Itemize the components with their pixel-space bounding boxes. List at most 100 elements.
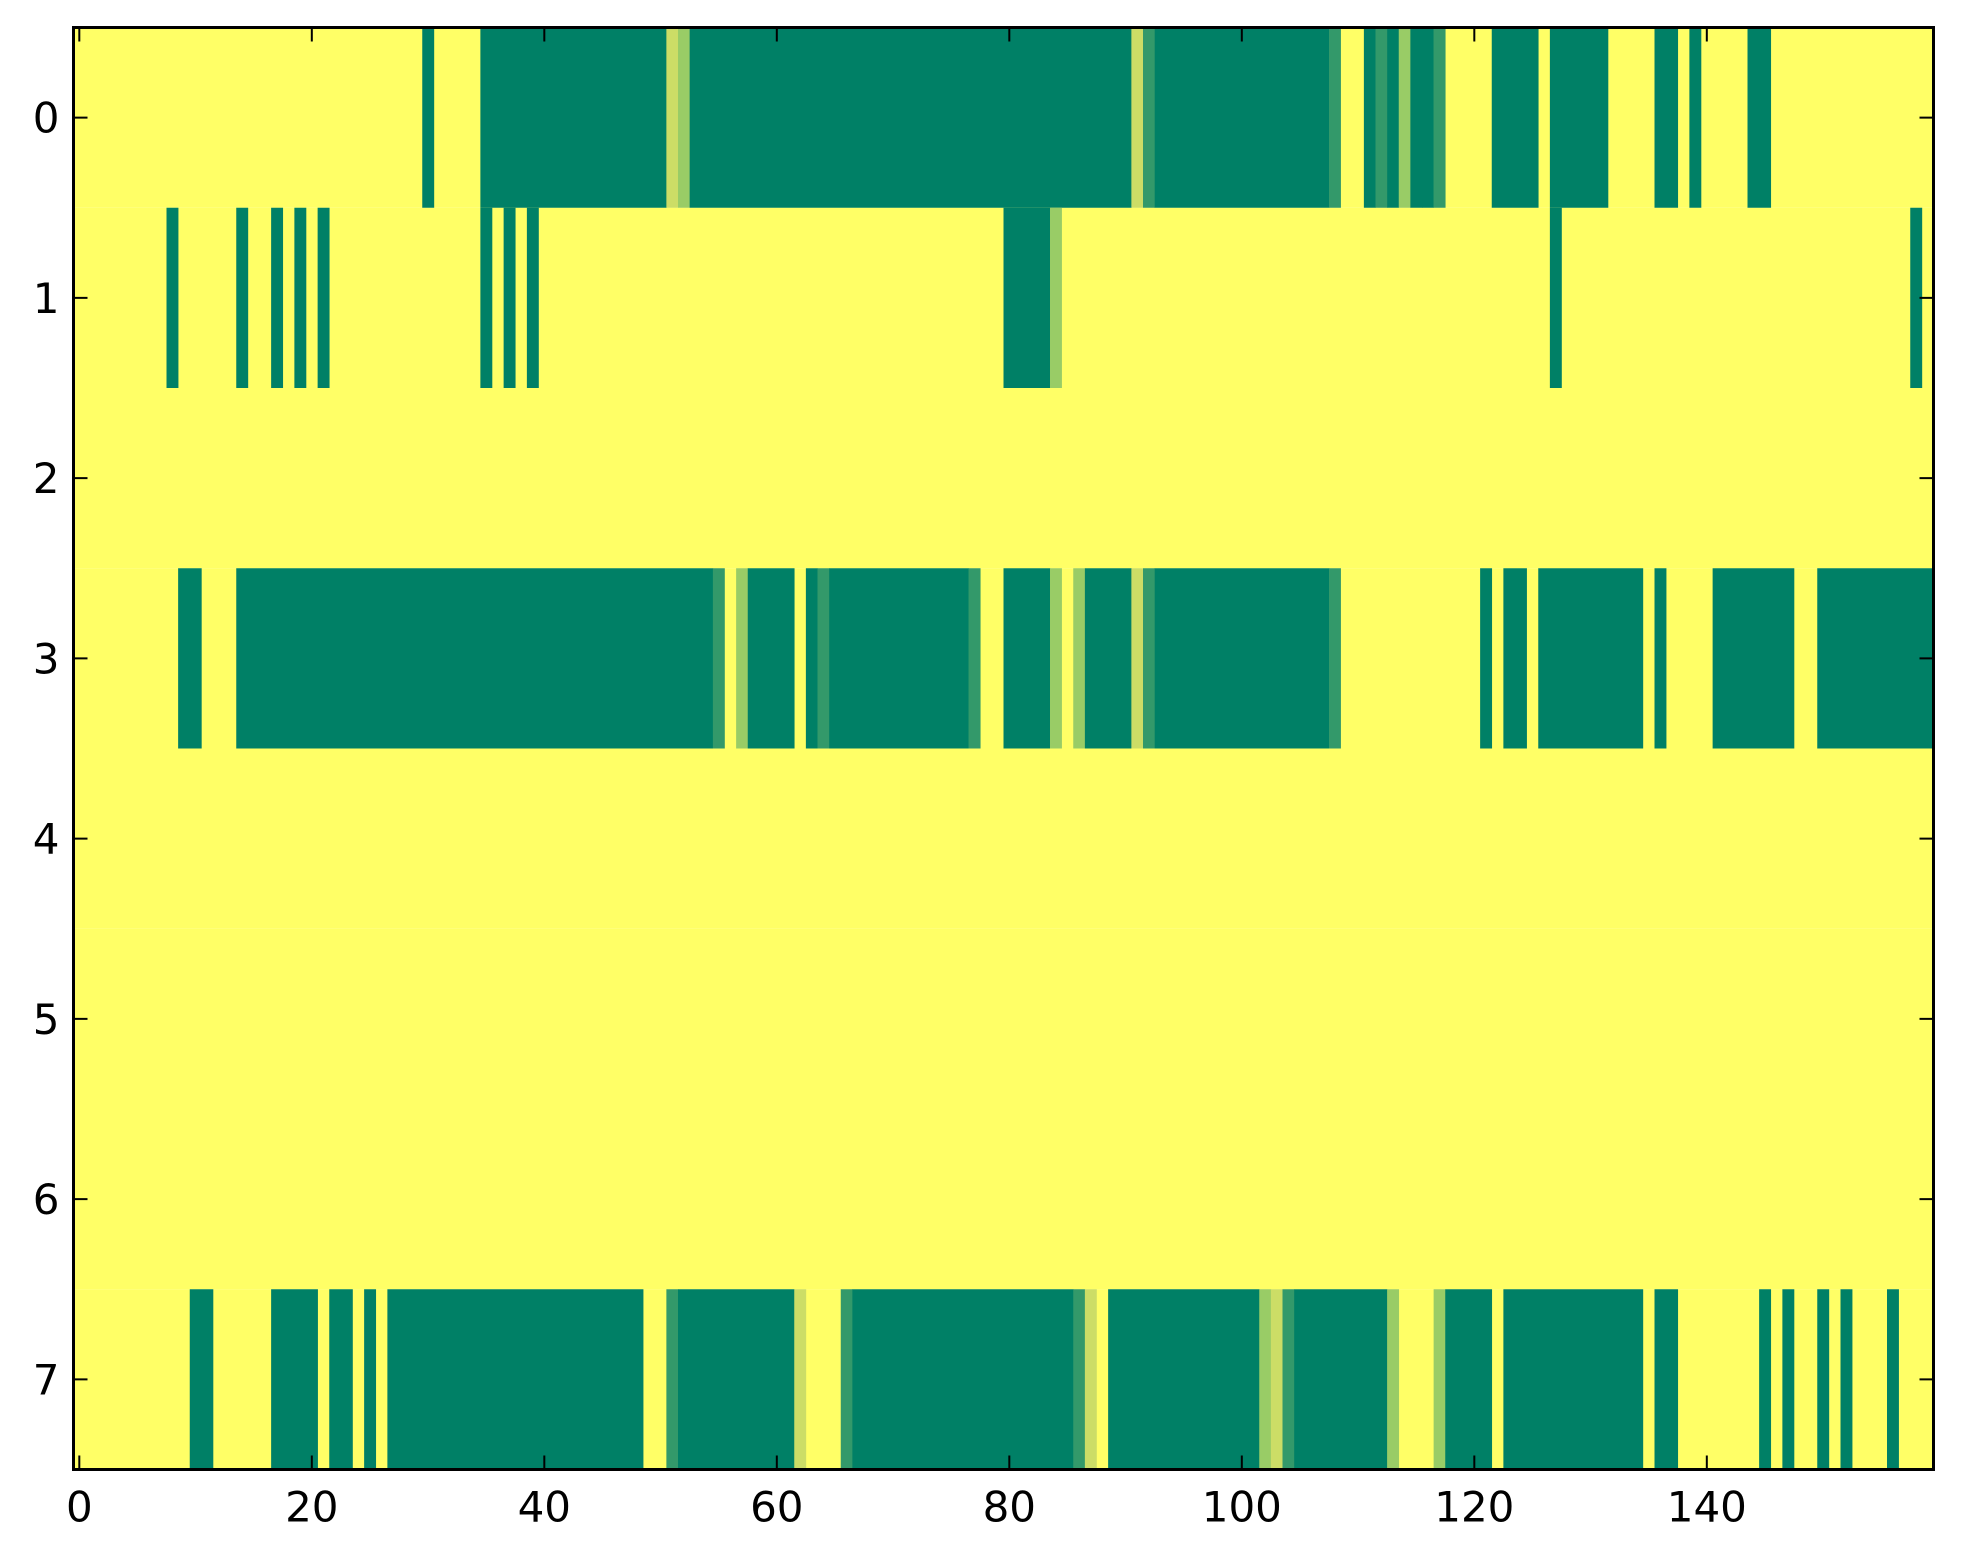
heatmap-cell-row1-seg4: [317, 207, 330, 388]
heatmap-cell-row0-seg18: [1654, 27, 1679, 208]
heatmap-cell-row0-seg8: [1329, 27, 1341, 208]
y-tick-label-4: 4: [33, 815, 60, 864]
heatmap-cell-row0-seg9: [1363, 27, 1376, 208]
heatmap-cell-row0-seg5: [1131, 27, 1144, 208]
heatmap-cell-row0-seg20: [1747, 27, 1772, 208]
heatmap-cell-row0-seg16: [1491, 27, 1539, 208]
heatmap-cell-row0-seg7: [1154, 27, 1330, 208]
heatmap-cell-row0-seg13: [1410, 27, 1423, 208]
heatmap-cell-row0-seg2: [666, 27, 679, 208]
heatmap-cell-row7-seg6: [678, 1289, 795, 1470]
heatmap-cell-row3-seg21: [1712, 568, 1795, 749]
heatmap-cell-row3-seg13: [1131, 568, 1144, 749]
y-tick-label-0: 0: [33, 94, 60, 143]
heatmap-cell-row3-seg9: [1003, 568, 1051, 749]
heatmap-cell-row7-seg8: [840, 1289, 853, 1470]
heatmap-cell-row1-seg1: [236, 207, 249, 388]
x-tick-label-40: 40: [518, 1483, 571, 1532]
x-tick-label-100: 100: [1202, 1483, 1282, 1532]
heatmap-cell-row7-seg7: [794, 1289, 807, 1470]
heatmap-cell-row7-seg18: [1433, 1289, 1446, 1470]
heatmap-cell-row7-seg17: [1387, 1289, 1400, 1470]
heatmap-cell-row7-seg24: [1817, 1289, 1830, 1470]
y-tick-label-5: 5: [33, 995, 60, 1044]
heatmap-cell-row1-seg9: [1050, 207, 1062, 388]
heatmap-cell-row3-seg7: [829, 568, 969, 749]
heatmap-cell-row1-seg6: [503, 207, 516, 388]
heatmap-cell-row7-seg14: [1270, 1289, 1283, 1470]
heatmap-cell-row7-seg11: [1084, 1289, 1097, 1470]
heatmap-cell-row3-seg3: [736, 568, 749, 749]
heatmap-cell-row3-seg17: [1480, 568, 1493, 749]
heatmap-row-2-background: [73, 388, 1934, 569]
heatmap-cell-row3-seg22: [1817, 568, 1934, 749]
heatmap-cell-row1-seg10: [1549, 207, 1562, 388]
heatmap-cell-row3-seg19: [1538, 568, 1644, 749]
heatmap-cell-row7-seg19: [1445, 1289, 1493, 1470]
heatmap-cell-row3-seg11: [1073, 568, 1086, 749]
heatmap-cell-row7-seg0: [189, 1289, 214, 1470]
heatmap-cell-row7-seg2: [329, 1289, 353, 1470]
y-tick-label-2: 2: [33, 454, 60, 503]
heatmap-cells: [73, 27, 1934, 1470]
heatmap-cell-row7-seg10: [1073, 1289, 1086, 1470]
heatmap-cell-row1-seg11: [1910, 207, 1923, 388]
heatmap-cell-row7-seg12: [1108, 1289, 1260, 1470]
heatmap-cell-row7-seg25: [1840, 1289, 1853, 1470]
heatmap-cell-row7-seg20: [1503, 1289, 1644, 1470]
heatmap-row-4-background: [73, 748, 1934, 929]
heatmap-cell-row0-seg12: [1398, 27, 1411, 208]
heatmap-cell-row3-seg2: [712, 568, 725, 749]
y-tick-label-3: 3: [33, 634, 60, 683]
heatmap-cell-row0-seg19: [1689, 27, 1702, 208]
heatmap-cell-row3-seg8: [968, 568, 981, 749]
x-tick-label-120: 120: [1434, 1483, 1514, 1532]
heatmap-cell-row0-seg10: [1375, 27, 1388, 208]
heatmap-cell-row7-seg23: [1782, 1289, 1795, 1470]
heatmap-cell-row0-seg0: [422, 27, 435, 208]
heatmap-cell-row7-seg22: [1759, 1289, 1772, 1470]
heatmap-cell-row1-seg3: [294, 207, 307, 388]
heatmap-cell-row7-seg26: [1887, 1289, 1899, 1470]
heatmap-cell-row1-seg8: [1003, 207, 1051, 388]
heatmap-cell-row0-seg11: [1387, 27, 1400, 208]
heatmap-cell-row0-seg4: [689, 27, 1132, 208]
heatmap-cell-row0-seg15: [1433, 27, 1446, 208]
heatmap-cell-row3-seg4: [747, 568, 795, 749]
heatmap-cell-row3-seg16: [1329, 568, 1341, 749]
heatmap-cell-row0-seg3: [678, 27, 690, 208]
heatmap-cell-row3-seg6: [817, 568, 830, 749]
heatmap-cell-row3-seg14: [1143, 568, 1155, 749]
plot-frame: [72, 26, 1935, 1471]
heatmap-cell-row3-seg5: [805, 568, 818, 749]
heatmap-cell-row3-seg1: [236, 568, 714, 749]
heatmap-cell-row1-seg7: [526, 207, 539, 388]
heatmap-cell-row3-seg15: [1154, 568, 1330, 749]
heatmap-cell-row3-seg12: [1084, 568, 1132, 749]
heatmap-cell-row7-seg1: [271, 1289, 318, 1470]
x-tick-label-80: 80: [983, 1483, 1036, 1532]
heatmap-cell-row0-seg1: [480, 27, 667, 208]
heatmap-cell-row0-seg6: [1143, 27, 1155, 208]
heatmap-cell-row1-seg2: [271, 207, 284, 388]
x-tick-label-140: 140: [1667, 1483, 1747, 1532]
heatmap-row-6-background: [73, 1109, 1934, 1290]
heatmap-cell-row7-seg13: [1259, 1289, 1272, 1470]
heatmap-cell-row7-seg3: [364, 1289, 377, 1470]
heatmap-cell-row3-seg18: [1503, 568, 1527, 749]
y-axis-tick-labels: 0 1 2 3 4 5 6 7: [33, 94, 60, 1405]
heatmap-cell-row3-seg0: [178, 568, 202, 749]
heatmap-cell-row0-seg17: [1549, 27, 1609, 208]
heatmap-row-5-background: [73, 928, 1934, 1109]
heatmap-cell-row3-seg20: [1654, 568, 1667, 749]
x-tick-label-20: 20: [285, 1483, 338, 1532]
x-tick-label-60: 60: [750, 1483, 803, 1532]
x-tick-label-0: 0: [66, 1483, 93, 1532]
heatmap-cell-row1-seg5: [480, 207, 493, 388]
heatmap-cell-row3-seg10: [1050, 568, 1062, 749]
heatmap-cell-row7-seg21: [1654, 1289, 1679, 1470]
y-tick-label-6: 6: [33, 1175, 60, 1224]
y-tick-label-1: 1: [33, 274, 60, 323]
y-tick-label-7: 7: [33, 1355, 60, 1404]
